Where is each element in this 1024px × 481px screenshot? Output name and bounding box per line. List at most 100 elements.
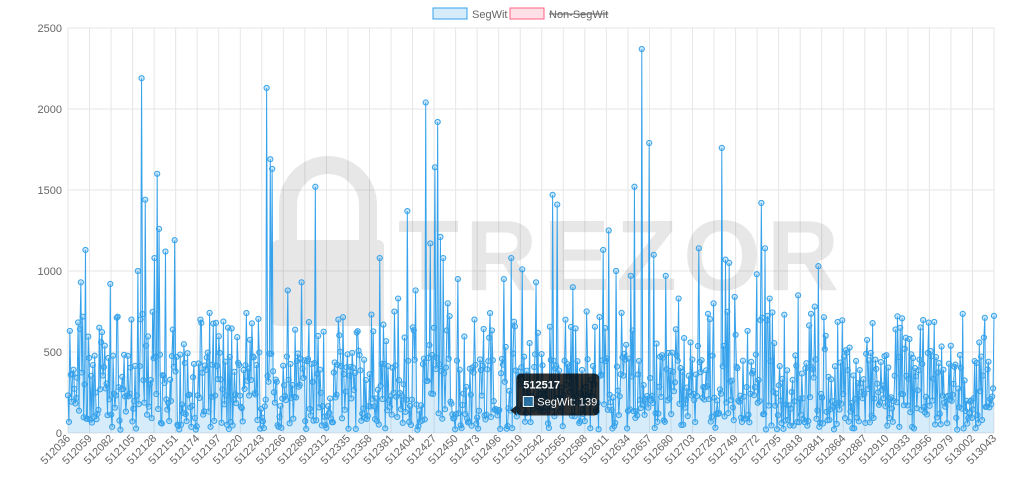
data-point[interactable] [803,360,810,367]
data-point[interactable] [265,378,272,385]
data-point[interactable] [837,359,844,366]
data-point[interactable] [806,393,814,401]
data-point[interactable] [215,333,222,340]
data-point[interactable] [694,342,702,350]
data-point[interactable] [523,367,530,374]
data-point[interactable] [744,327,751,335]
data-point[interactable] [473,420,480,427]
data-point[interactable] [777,397,784,404]
data-point[interactable] [326,409,333,416]
data-point[interactable] [765,402,772,409]
data-point[interactable] [844,367,851,374]
data-point[interactable] [805,417,812,425]
data-point[interactable] [768,422,775,429]
data-point[interactable] [292,326,299,333]
data-point[interactable] [925,319,932,326]
data-point[interactable] [725,409,732,417]
data-point[interactable] [893,399,900,406]
data-point[interactable] [820,314,827,321]
data-point[interactable] [313,417,320,424]
data-point[interactable] [280,362,287,369]
data-point[interactable] [776,363,783,370]
data-point[interactable] [559,423,566,430]
data-point[interactable] [434,118,441,126]
data-point[interactable] [672,326,679,333]
data-point[interactable] [114,313,121,320]
data-point[interactable] [260,425,267,432]
data-point[interactable] [256,349,263,356]
data-point[interactable] [172,368,179,375]
data-point[interactable] [862,419,869,426]
data-point[interactable] [761,410,768,417]
data-point[interactable] [907,409,914,416]
data-point[interactable] [225,425,233,433]
data-point[interactable] [100,364,107,371]
data-point[interactable] [569,284,576,291]
data-point[interactable] [774,412,782,419]
data-point[interactable] [885,364,892,371]
data-point[interactable] [255,315,262,322]
data-point[interactable] [276,413,283,421]
data-point[interactable] [870,414,877,422]
data-point[interactable] [538,350,545,358]
data-point[interactable] [527,418,534,426]
data-point[interactable] [66,327,73,335]
data-point[interactable] [628,373,635,380]
data-point[interactable] [376,254,383,262]
data-point[interactable] [743,384,750,391]
data-point[interactable] [979,372,987,379]
data-point[interactable] [964,420,971,427]
data-point[interactable] [915,367,922,374]
data-point[interactable] [370,328,377,335]
data-point[interactable] [277,402,284,410]
data-point[interactable] [739,357,747,364]
data-point[interactable] [191,414,198,422]
data-point[interactable] [311,360,318,367]
data-point[interactable] [544,420,552,427]
data-point[interactable] [400,381,407,388]
data-point[interactable] [797,411,804,418]
data-point[interactable] [959,310,966,317]
data-point[interactable] [405,357,412,364]
data-point[interactable] [186,391,193,398]
data-point[interactable] [793,362,800,369]
data-point[interactable] [836,406,843,413]
data-point[interactable] [860,376,867,383]
data-point[interactable] [905,375,912,382]
data-point[interactable] [898,315,906,322]
data-point[interactable] [135,401,142,408]
data-point[interactable] [818,394,826,401]
data-point[interactable] [427,240,434,247]
data-point[interactable] [901,345,908,352]
data-point[interactable] [368,311,375,318]
data-point[interactable] [461,333,468,340]
data-point[interactable] [623,425,631,432]
data-point[interactable] [471,316,478,323]
data-point[interactable] [840,390,847,398]
data-point[interactable] [263,84,270,92]
data-point[interactable] [511,323,519,330]
data-point[interactable] [278,424,285,431]
data-point[interactable] [74,374,81,381]
data-point[interactable] [499,361,507,368]
data-point[interactable] [212,392,219,399]
data-point[interactable] [841,353,848,360]
data-point[interactable] [655,410,662,417]
data-point[interactable] [513,413,520,420]
data-point[interactable] [287,360,294,368]
data-point[interactable] [940,366,947,373]
data-point[interactable] [380,321,387,328]
data-point[interactable] [88,419,96,426]
data-point[interactable] [790,422,797,429]
data-point[interactable] [562,316,569,323]
data-point[interactable] [864,336,871,344]
data-point[interactable] [763,317,770,324]
data-point[interactable] [136,363,143,370]
data-point[interactable] [729,404,736,411]
data-point[interactable] [290,415,297,422]
data-point[interactable] [341,406,348,413]
data-point[interactable] [566,363,573,370]
data-point[interactable] [906,335,913,343]
data-point[interactable] [398,392,405,399]
data-point[interactable] [645,404,652,411]
